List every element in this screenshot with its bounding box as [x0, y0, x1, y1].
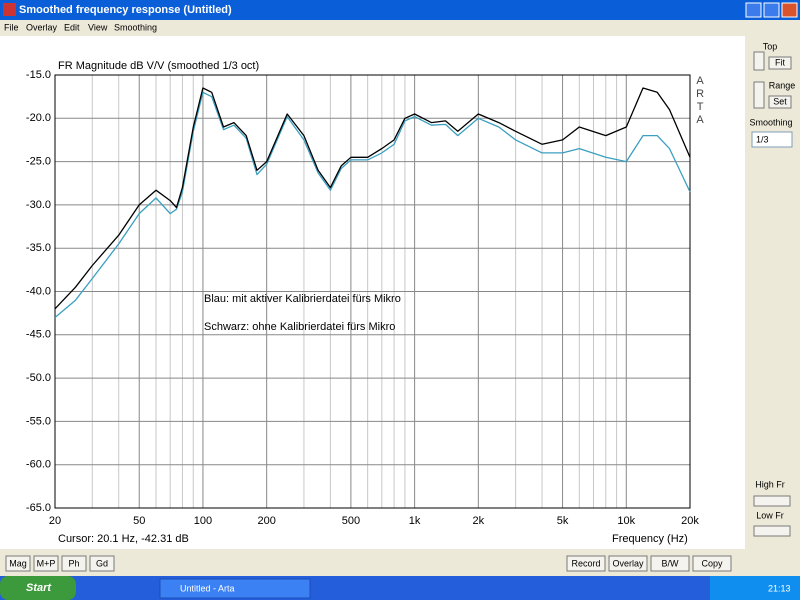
cursor-readout: Cursor: 20.1 Hz, -42.31 dB [58, 533, 189, 545]
y-tick-label: -35.0 [26, 242, 51, 254]
start-label: Start [26, 582, 52, 594]
chart-title: FR Magnitude dB V/V (smoothed 1/3 oct) [58, 60, 259, 72]
spin[interactable] [753, 81, 765, 109]
y-tick-label: -60.0 [26, 459, 51, 471]
button-label: Mag [9, 558, 27, 568]
button[interactable] [608, 555, 648, 572]
menu-item[interactable]: View [88, 22, 108, 32]
label: High Fr [755, 479, 785, 489]
dropdown[interactable] [751, 131, 793, 148]
watermark: ARTA [694, 75, 706, 127]
x-tick-label: 20 [49, 515, 61, 527]
window-title: Smoothed frequency response (Untitled) [19, 4, 232, 16]
button-label: Copy [701, 558, 723, 568]
button-label: Set [773, 96, 787, 106]
chart-panel [0, 36, 745, 549]
menu-item[interactable]: Smoothing [114, 22, 157, 32]
x-axis-label: Frequency (Hz) [612, 533, 688, 545]
button[interactable] [566, 555, 606, 572]
spin[interactable] [753, 525, 791, 537]
button[interactable] [89, 555, 115, 572]
button[interactable] [61, 555, 87, 572]
button-label: Gd [96, 558, 108, 568]
button[interactable] [692, 555, 732, 572]
button-label: Fit [775, 57, 785, 67]
y-tick-label: -65.0 [26, 502, 51, 514]
y-tick-label: -30.0 [26, 199, 51, 211]
y-tick-label: -50.0 [26, 372, 51, 384]
task-button[interactable] [159, 578, 311, 599]
button[interactable] [768, 95, 792, 109]
plot-frame [54, 74, 691, 509]
y-tick-label: -45.0 [26, 329, 51, 341]
annotation: Schwarz: ohne Kalibrierdatei fürs Mikro [204, 321, 395, 333]
spin[interactable] [753, 495, 791, 507]
label: Smoothing [749, 117, 792, 127]
button-label: B/W [662, 558, 680, 568]
series-line [54, 87, 691, 310]
button[interactable] [650, 555, 690, 572]
button[interactable] [5, 555, 31, 572]
clock: 21:13 [768, 583, 791, 593]
x-tick-label: 200 [257, 515, 275, 527]
y-tick-label: -15.0 [26, 69, 51, 81]
series-line [54, 91, 691, 318]
y-tick-label: -55.0 [26, 415, 51, 427]
x-tick-label: 1k [409, 515, 421, 527]
annotation: Blau: mit aktiver Kalibrierdatei fürs Mi… [204, 293, 401, 305]
x-tick-label: 20k [681, 515, 699, 527]
x-tick-label: 500 [342, 515, 360, 527]
task-label: Untitled - Arta [180, 583, 235, 593]
button-label: M+P [37, 558, 56, 568]
x-tick-label: 100 [194, 515, 212, 527]
button-label: Overlay [612, 558, 644, 568]
chart: 20 50 100 200 500 1k 2k 5k 10k 20k -15.0 -20.0 -25.0… [26, 60, 706, 545]
app-icon [3, 3, 16, 16]
taskbar [0, 576, 800, 600]
y-tick-label: -40.0 [26, 285, 51, 297]
menu-item[interactable]: File [4, 22, 19, 32]
button[interactable] [33, 555, 59, 572]
x-tick-label: 10k [617, 515, 635, 527]
button-label: Record [571, 558, 600, 568]
close[interactable] [781, 2, 798, 18]
label: Low Fr [756, 510, 784, 520]
menu-item[interactable]: Edit [64, 22, 80, 32]
title-bar [0, 0, 800, 20]
dropdown-value: 1/3 [756, 134, 769, 144]
button[interactable] [768, 56, 792, 70]
label: Range [769, 80, 796, 90]
menu-item[interactable]: Overlay [26, 22, 58, 32]
start-button[interactable] [0, 576, 76, 600]
minimize[interactable] [745, 2, 762, 18]
y-tick-label: -20.0 [26, 112, 51, 124]
x-tick-label: 2k [473, 515, 485, 527]
tray [710, 576, 800, 600]
button-row: Mag M+P Ph Gd Record Overlay B/W Copy [5, 555, 732, 572]
spin[interactable] [753, 51, 765, 71]
label: Top [763, 41, 778, 51]
y-tick-label: -25.0 [26, 156, 51, 168]
x-tick-label: 5k [557, 515, 569, 527]
maximize[interactable] [763, 2, 780, 18]
button-label: Ph [68, 558, 79, 568]
x-tick-label: 50 [133, 515, 145, 527]
